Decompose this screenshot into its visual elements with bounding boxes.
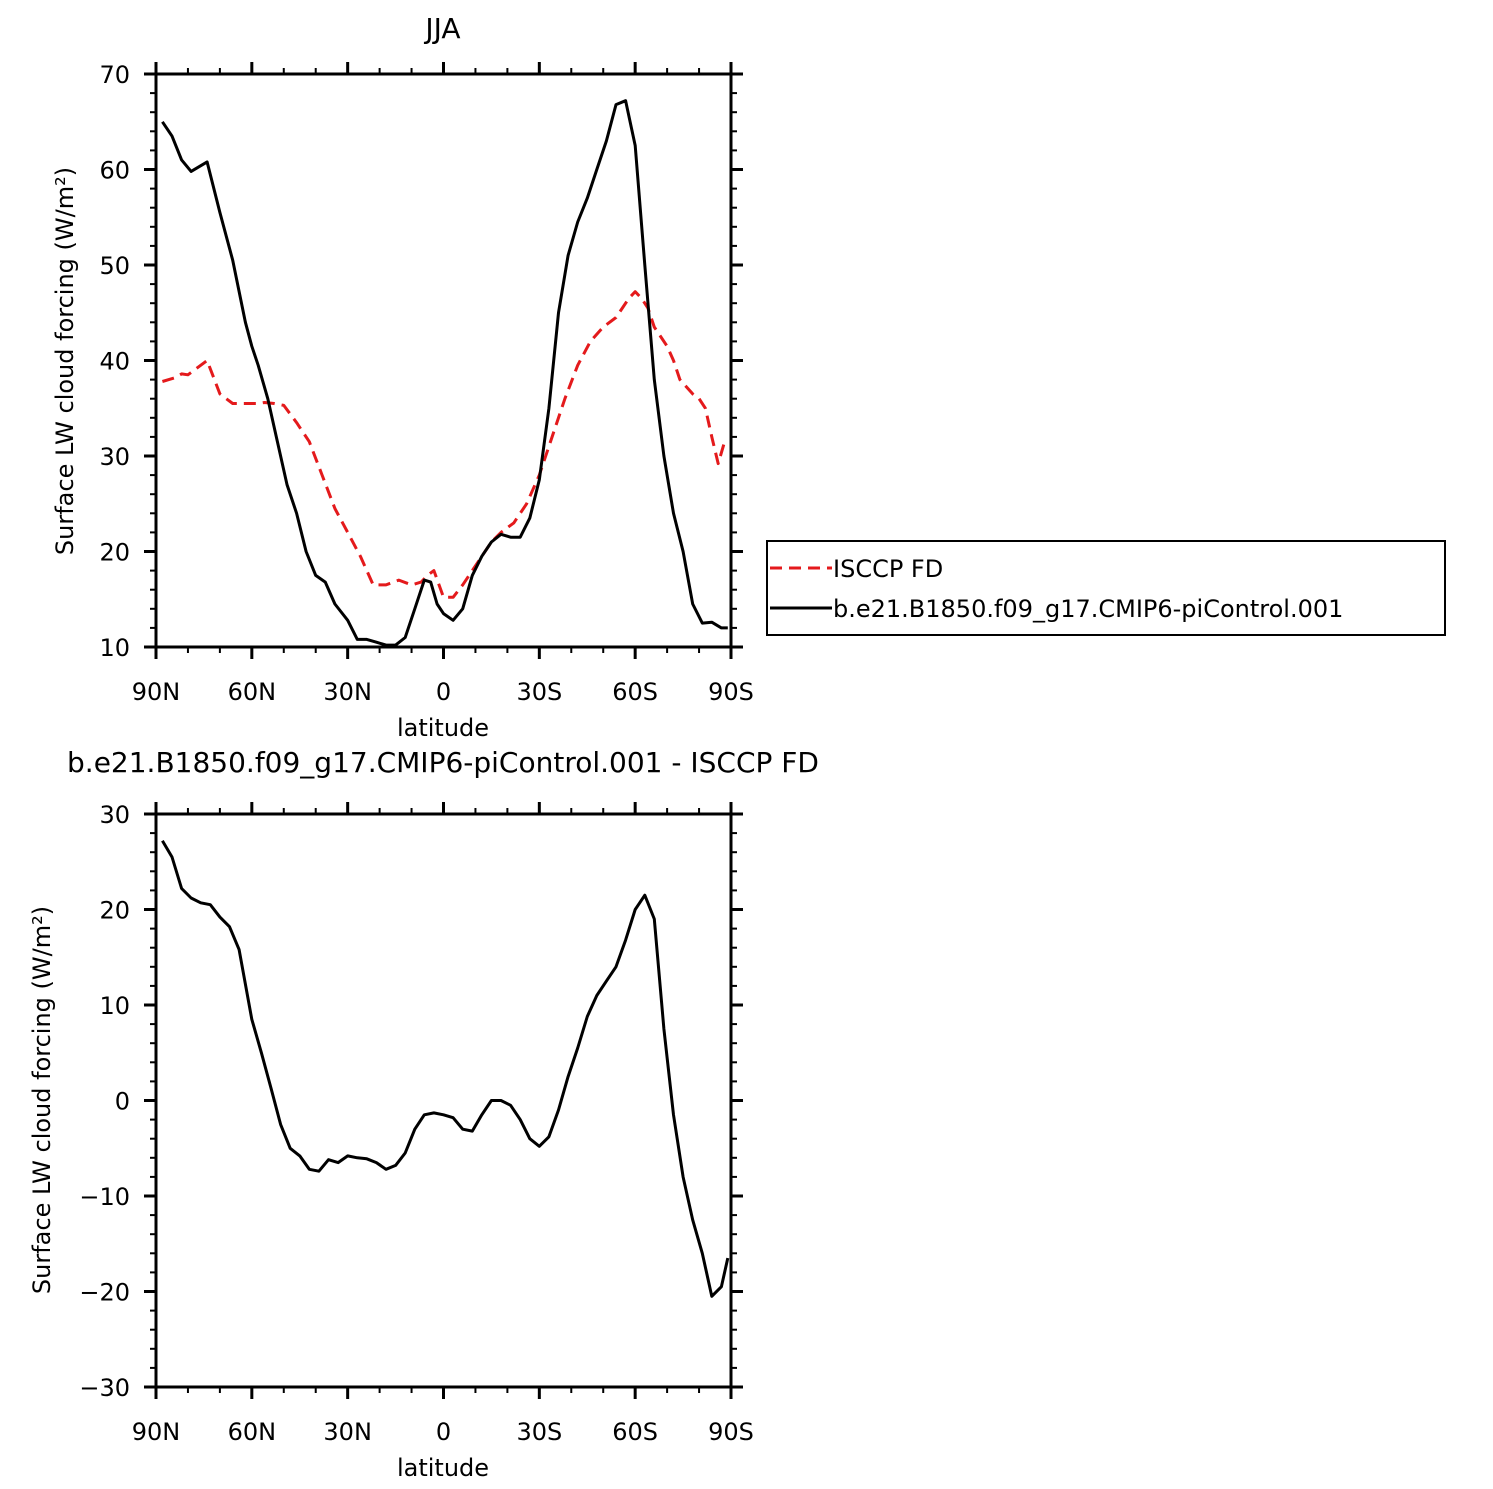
bottom-y-tick-label: −10 xyxy=(79,1183,130,1211)
top-x-tick-label: 30N xyxy=(323,678,372,706)
top-y-tick-label: 10 xyxy=(99,634,130,662)
top-x-tick-label: 0 xyxy=(436,678,451,706)
bottom-panel-title: b.e21.B1850.f09_g17.CMIP6-piControl.001 … xyxy=(67,746,819,779)
legend-label-model: b.e21.B1850.f09_g17.CMIP6-piControl.001 xyxy=(833,595,1343,623)
bottom-y-tick-label: −30 xyxy=(79,1374,130,1402)
top-y-tick-label: 20 xyxy=(99,539,130,567)
top-x-tick-label: 90N xyxy=(132,678,181,706)
top-panel-ylabel: Surface LW cloud forcing (W/m²) xyxy=(51,167,79,555)
legend-label-isccp: ISCCP FD xyxy=(833,555,943,583)
bottom-y-tick-label: 30 xyxy=(99,801,130,829)
top-y-tick-label: 40 xyxy=(99,348,130,376)
bottom-panel-xlabel: latitude xyxy=(397,1454,489,1482)
bottom-y-tick-label: −20 xyxy=(79,1279,130,1307)
bottom-y-tick-label: 10 xyxy=(99,992,130,1020)
bottom-x-tick-label: 60S xyxy=(612,1418,658,1446)
top-y-tick-label: 30 xyxy=(99,443,130,471)
bottom-plot-frame xyxy=(154,812,733,1389)
top-panel-title: JJA xyxy=(423,12,460,45)
top-x-tick-label: 30S xyxy=(516,678,562,706)
top-panel-xlabel: latitude xyxy=(397,714,489,742)
top-x-tick-label: 90S xyxy=(708,678,754,706)
top-panel: JJA 90N 60N 30N 0 30S 60S 90S 10 20 30 40 50 60 70 la… xyxy=(51,12,754,742)
top-series-model-line xyxy=(161,99,728,647)
bottom-x-tick-label: 90S xyxy=(708,1418,754,1446)
top-y-tick-label: 50 xyxy=(99,252,130,280)
bottom-y-tick-label: 20 xyxy=(99,897,130,925)
bottom-x-tick-label: 90N xyxy=(132,1418,181,1446)
top-x-tick-label: 60N xyxy=(228,678,277,706)
bottom-y-tick-label: 0 xyxy=(115,1088,130,1116)
top-series-isccp-line xyxy=(161,290,727,599)
top-y-tick-label: 60 xyxy=(99,157,130,185)
legend: ISCCP FD b.e21.B1850.f09_g17.CMIP6-piCon… xyxy=(766,540,1446,636)
bottom-x-tick-label: 30S xyxy=(516,1418,562,1446)
bottom-panel-series xyxy=(161,839,730,1298)
top-x-tick-label: 60S xyxy=(612,678,658,706)
top-plot-frame xyxy=(154,72,733,649)
top-y-tick-label: 70 xyxy=(99,61,130,89)
legend-box xyxy=(766,540,1446,636)
bottom-x-tick-label: 60N xyxy=(228,1418,277,1446)
bottom-series-model-line xyxy=(161,839,730,1298)
top-panel-axes: 90N 60N 30N 0 30S 60S 90S 10 20 30 40 50 60 70 xyxy=(99,61,753,706)
bottom-panel: b.e21.B1850.f09_g17.CMIP6-piControl.001 … xyxy=(28,746,819,1482)
bottom-panel-axes: 90N 60N 30N 0 30S 60S 90S −30 −20 −10 0 10 20 30 xyxy=(79,801,754,1446)
top-panel-series xyxy=(161,99,728,647)
bottom-panel-ylabel: Surface LW cloud forcing (W/m²) xyxy=(28,906,56,1294)
bottom-x-tick-label: 0 xyxy=(436,1418,451,1446)
bottom-x-tick-label: 30N xyxy=(323,1418,372,1446)
